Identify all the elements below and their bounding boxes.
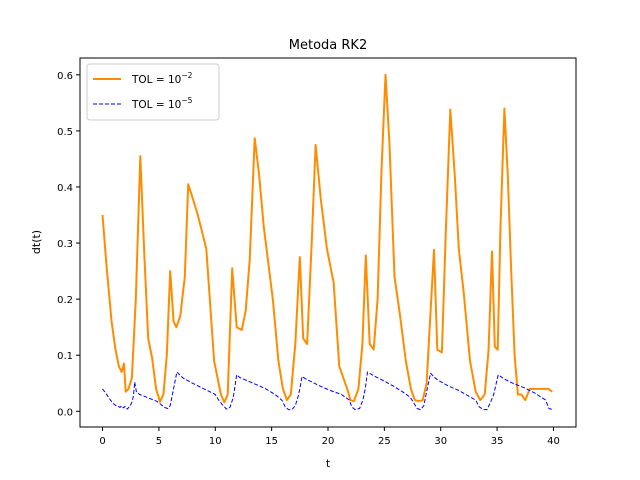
x-tick-label: 25 bbox=[378, 436, 391, 447]
y-tick-label: 0.5 bbox=[57, 127, 73, 138]
y-axis-label: dt(t) bbox=[30, 230, 43, 254]
legend-box bbox=[86, 63, 220, 121]
x-tick-label: 30 bbox=[434, 436, 447, 447]
y-tick-label: 0.6 bbox=[57, 71, 73, 82]
chart-title: Metoda RK2 bbox=[289, 38, 367, 53]
legend: TOL = 10−2 TOL = 10−5 bbox=[86, 63, 220, 121]
y-tick-label: 0.4 bbox=[57, 183, 73, 194]
y-tick-label: 0.3 bbox=[57, 239, 73, 250]
x-tick-label: 20 bbox=[322, 436, 335, 447]
x-tick-label: 0 bbox=[99, 436, 105, 447]
y-tick-label: 0.0 bbox=[57, 407, 73, 418]
x-axis-ticks: 0 5 10 15 20 25 30 35 40 bbox=[99, 427, 560, 447]
x-tick-label: 10 bbox=[209, 436, 222, 447]
x-tick-label: 5 bbox=[156, 436, 162, 447]
x-tick-label: 40 bbox=[547, 436, 560, 447]
x-tick-label: 15 bbox=[265, 436, 278, 447]
x-tick-label: 35 bbox=[491, 436, 504, 447]
y-tick-label: 0.2 bbox=[57, 295, 73, 306]
legend-label-tol-5: TOL = 10−5 bbox=[131, 96, 193, 111]
x-axis-label: t bbox=[326, 457, 331, 470]
plot-lines bbox=[101, 73, 553, 411]
series-line-0 bbox=[101, 73, 553, 404]
legend-label-tol-2: TOL = 10−2 bbox=[131, 71, 193, 86]
y-tick-label: 0.1 bbox=[57, 351, 73, 362]
y-axis-ticks: 0.0 0.1 0.2 0.3 0.4 0.5 0.6 bbox=[57, 71, 80, 418]
series-line-1 bbox=[102, 371, 553, 411]
